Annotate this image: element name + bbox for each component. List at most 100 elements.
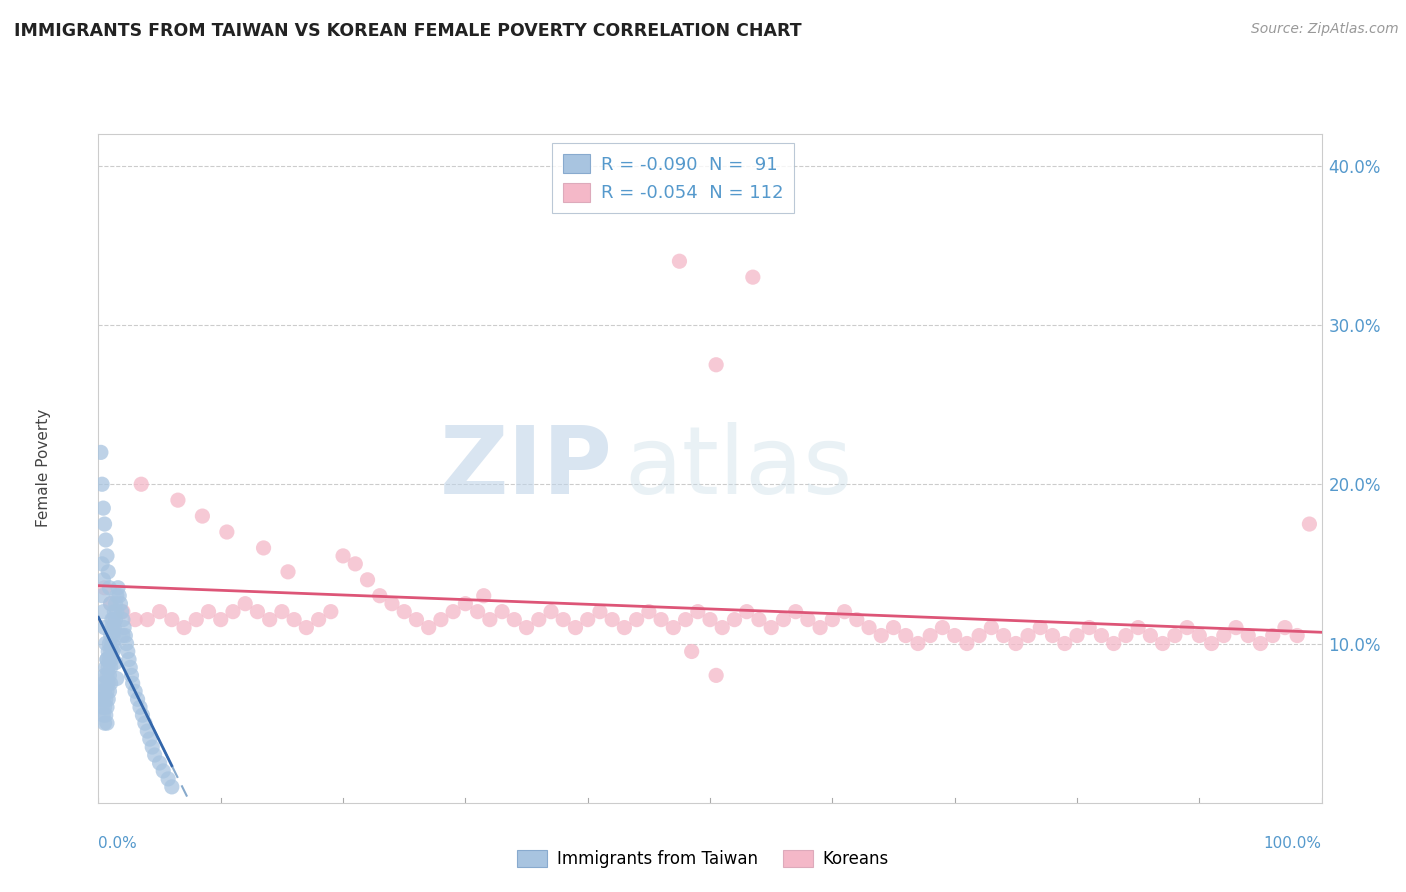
Point [94, 692, 117, 706]
Point [149, 605, 172, 619]
Point [883, 621, 905, 635]
Point [129, 477, 152, 491]
Point [540, 605, 562, 619]
Point [98, 652, 121, 666]
Point [111, 605, 134, 619]
Point [101, 621, 124, 635]
Point [107, 581, 129, 595]
Point [1042, 628, 1064, 642]
Point [93, 668, 115, 682]
Point [139, 732, 162, 747]
Point [110, 597, 132, 611]
Point [907, 636, 929, 650]
Point [1053, 636, 1076, 650]
Point [160, 780, 183, 794]
Point [283, 613, 305, 627]
Point [111, 628, 134, 642]
Point [441, 605, 464, 619]
Point [515, 621, 537, 635]
Point [96, 652, 118, 666]
Point [91, 477, 114, 491]
Text: IMMIGRANTS FROM TAIWAN VS KOREAN FEMALE POVERTY CORRELATION CHART: IMMIGRANTS FROM TAIWAN VS KOREAN FEMALE … [14, 22, 801, 40]
Point [943, 628, 966, 642]
Point [222, 605, 245, 619]
Point [134, 716, 156, 731]
Point [104, 597, 127, 611]
Point [112, 621, 135, 635]
Point [1188, 628, 1211, 642]
Point [704, 358, 727, 372]
Point [97, 565, 120, 579]
Point [103, 605, 125, 619]
Point [136, 724, 159, 739]
Point [98, 636, 121, 650]
Point [1115, 628, 1137, 642]
Point [668, 254, 690, 268]
Point [91, 501, 114, 516]
Point [124, 684, 146, 698]
Point [527, 613, 550, 627]
Point [1225, 621, 1247, 635]
Point [454, 597, 477, 611]
Point [100, 597, 122, 611]
Point [101, 644, 124, 658]
Legend: R = -0.090  N =  91, R = -0.054  N = 112: R = -0.090 N = 91, R = -0.054 N = 112 [553, 143, 794, 213]
Point [613, 621, 636, 635]
Point [115, 636, 138, 650]
Point [209, 613, 232, 627]
Point [1175, 621, 1198, 635]
Point [1090, 628, 1112, 642]
Point [157, 772, 180, 786]
Point [686, 605, 709, 619]
Point [430, 613, 453, 627]
Point [93, 581, 115, 595]
Point [96, 652, 118, 666]
Point [392, 605, 416, 619]
Point [105, 589, 128, 603]
Point [173, 621, 195, 635]
Point [186, 613, 208, 627]
Point [1164, 628, 1187, 642]
Point [356, 573, 378, 587]
Point [761, 621, 783, 635]
Point [93, 684, 115, 698]
Point [270, 605, 294, 619]
Text: ZIP: ZIP [439, 422, 612, 515]
Point [741, 270, 763, 285]
Point [1017, 628, 1039, 642]
Point [93, 621, 115, 635]
Point [834, 605, 856, 619]
Point [553, 613, 575, 627]
Point [980, 621, 1002, 635]
Point [136, 613, 159, 627]
Point [191, 509, 214, 524]
Point [332, 549, 354, 563]
Point [368, 589, 391, 603]
Point [160, 613, 183, 627]
Point [246, 605, 269, 619]
Point [589, 605, 612, 619]
Point [1102, 636, 1125, 650]
Point [101, 613, 124, 627]
Point [111, 613, 134, 627]
Point [103, 640, 125, 654]
Point [858, 621, 880, 635]
Point [98, 581, 121, 595]
Point [381, 597, 404, 611]
Point [97, 676, 120, 690]
Point [638, 605, 661, 619]
Point [699, 613, 721, 627]
Point [233, 597, 256, 611]
Point [821, 613, 844, 627]
Point [600, 613, 623, 627]
Point [124, 613, 146, 627]
Point [100, 676, 122, 690]
Point [108, 589, 131, 603]
Point [121, 676, 143, 690]
Point [472, 589, 495, 603]
Text: atlas: atlas [624, 422, 852, 515]
Point [96, 684, 118, 698]
Point [215, 524, 238, 539]
Point [117, 644, 139, 658]
Text: 0.0%: 0.0% [98, 837, 138, 851]
